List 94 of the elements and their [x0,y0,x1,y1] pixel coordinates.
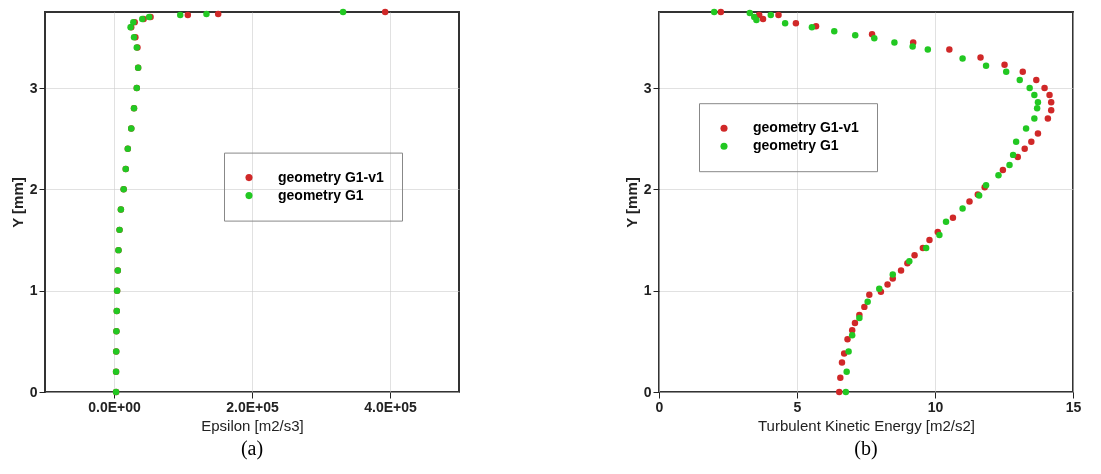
x-tick-label: 2.0E+05 [226,398,279,415]
y-tick-label: 1 [29,282,38,299]
point [1006,161,1013,169]
y-axis-title: Y [mm] [622,177,640,228]
point [911,251,918,259]
point [842,388,850,396]
point [710,8,718,16]
point [381,8,389,16]
y-tick-label: 3 [643,79,652,96]
y-tick-label: 2 [643,180,652,197]
point [808,23,816,31]
point [767,11,775,19]
y-tick-label: 0 [29,383,38,400]
y-tick-label: 0 [643,383,652,400]
y-tick-label: 1 [643,282,652,299]
point [837,374,844,382]
point [949,214,957,221]
point [1046,91,1053,99]
x-tick-label: 15 [1065,398,1082,415]
point [848,332,856,339]
point [942,218,950,225]
point [1034,130,1042,137]
point [866,291,873,298]
point [1033,105,1041,112]
point [177,11,184,19]
y-tick-label: 2 [29,180,38,197]
point [1009,151,1017,159]
point [831,28,838,35]
point [959,55,966,62]
x-tick-label: 0 [655,398,664,415]
legend-label: geometry G1-v1 [278,168,385,185]
point [1019,68,1027,76]
point [1041,84,1048,92]
legend-label: geometry G1 [753,137,839,154]
point [203,10,210,18]
y-axis-title: Y [mm] [8,177,26,228]
text: (a) [240,437,264,460]
legend-label: geometry G1-v1 [753,119,860,136]
point [871,35,878,42]
point [999,166,1007,174]
point [1012,138,1020,145]
point [1026,84,1033,92]
point [1028,138,1035,145]
x-tick-label: 5 [793,398,802,415]
x-axis-title: Turbulent Kinetic Energy [m2/s2] [757,416,976,434]
point [1021,145,1028,153]
point [781,19,789,27]
point [1016,76,1023,84]
point [897,267,905,274]
point [891,39,898,46]
x-tick-label: 10 [927,398,944,415]
point [1047,98,1055,106]
point [864,298,871,306]
point [851,319,859,327]
point [926,236,933,244]
point [845,348,852,355]
y-tick-label: 3 [29,79,38,96]
point [835,388,843,396]
text: (b) [854,437,878,460]
point [924,46,932,53]
point [1002,68,1010,76]
point [214,10,222,18]
point [861,303,868,311]
point [792,19,800,27]
point [1047,107,1055,114]
point [339,8,347,16]
point [1044,115,1052,122]
point [995,171,1002,179]
point [1001,61,1008,68]
point [843,368,850,375]
point [1022,125,1030,132]
point [977,54,984,61]
legend-label: geometry G1 [278,186,364,203]
point [1033,76,1040,84]
point [184,11,192,19]
point [852,32,859,39]
point [775,11,782,19]
point [909,43,916,50]
x-tick-label: 4.0E+05 [364,398,417,415]
point [746,9,754,17]
point [889,271,897,278]
x-axis-title: Epsilon [m2/s3] [201,416,304,434]
x-tick-label: 0.0E+00 [88,398,141,415]
point [966,198,973,205]
point [1031,115,1038,122]
point [982,62,990,69]
point [959,205,966,212]
point [1034,98,1042,106]
point [884,281,891,288]
point [844,336,851,343]
point [946,46,953,53]
point [717,8,725,16]
point [1031,91,1038,99]
point [838,359,846,366]
